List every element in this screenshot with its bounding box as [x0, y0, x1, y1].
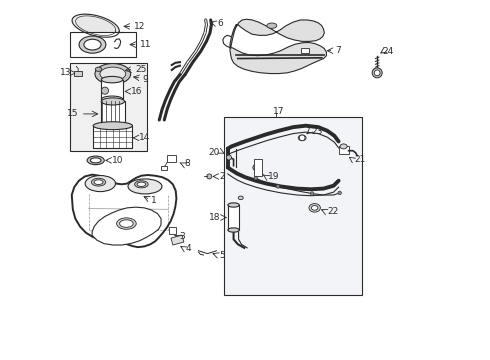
Circle shape	[374, 70, 380, 76]
Text: 13: 13	[59, 68, 71, 77]
Bar	[74, 71, 82, 76]
Ellipse shape	[85, 176, 116, 192]
Circle shape	[226, 155, 231, 160]
Ellipse shape	[340, 144, 347, 149]
Text: 7: 7	[335, 46, 341, 55]
Bar	[171, 235, 184, 245]
Circle shape	[310, 192, 314, 195]
Ellipse shape	[117, 218, 136, 229]
Text: 16: 16	[131, 87, 142, 96]
Ellipse shape	[94, 180, 103, 184]
Circle shape	[299, 135, 305, 141]
Ellipse shape	[79, 36, 106, 53]
Polygon shape	[230, 19, 326, 73]
Ellipse shape	[100, 67, 126, 81]
Text: 3: 3	[179, 232, 185, 241]
Bar	[254, 159, 262, 176]
Ellipse shape	[87, 156, 104, 165]
Text: 5: 5	[219, 251, 225, 260]
Bar	[101, 80, 123, 99]
Ellipse shape	[120, 220, 133, 227]
Bar	[161, 166, 168, 170]
Circle shape	[276, 185, 280, 188]
Ellipse shape	[298, 135, 306, 141]
Bar	[101, 102, 124, 123]
Circle shape	[254, 176, 258, 180]
Text: 11: 11	[140, 40, 151, 49]
Bar	[93, 126, 132, 148]
Bar	[223, 117, 362, 295]
Text: 18: 18	[208, 213, 220, 222]
Text: 1: 1	[151, 196, 157, 205]
Text: 6: 6	[217, 19, 223, 28]
Polygon shape	[92, 207, 161, 245]
Bar	[70, 32, 136, 57]
Ellipse shape	[128, 179, 162, 194]
Ellipse shape	[309, 203, 320, 212]
Ellipse shape	[228, 203, 239, 207]
Text: 12: 12	[134, 22, 146, 31]
Bar	[228, 205, 239, 230]
Text: 10: 10	[112, 156, 123, 165]
Text: 25: 25	[135, 65, 147, 74]
Text: 17: 17	[273, 107, 284, 116]
Circle shape	[253, 165, 259, 170]
Polygon shape	[72, 14, 119, 37]
Ellipse shape	[135, 181, 148, 188]
Ellipse shape	[84, 39, 101, 50]
Ellipse shape	[238, 196, 243, 200]
Text: 4: 4	[186, 244, 192, 253]
Ellipse shape	[90, 158, 101, 163]
Text: 23: 23	[311, 127, 322, 136]
Circle shape	[338, 191, 342, 195]
Text: 9: 9	[143, 75, 148, 84]
Ellipse shape	[93, 122, 132, 130]
Circle shape	[207, 174, 212, 179]
Bar	[339, 147, 348, 154]
Text: 14: 14	[139, 133, 150, 142]
Ellipse shape	[228, 228, 239, 232]
Text: 8: 8	[184, 159, 190, 168]
Ellipse shape	[312, 206, 318, 210]
Text: 19: 19	[268, 172, 279, 181]
Text: 22: 22	[327, 207, 339, 216]
Bar	[70, 63, 147, 152]
Ellipse shape	[101, 76, 123, 83]
Ellipse shape	[267, 23, 277, 28]
Text: 21: 21	[354, 155, 366, 164]
Bar	[167, 155, 176, 162]
Ellipse shape	[95, 64, 131, 84]
Ellipse shape	[137, 182, 146, 186]
Text: 24: 24	[383, 47, 394, 56]
Text: 15: 15	[68, 109, 79, 118]
Bar	[301, 48, 309, 53]
Circle shape	[372, 68, 382, 78]
Ellipse shape	[101, 98, 124, 105]
Bar	[169, 227, 176, 234]
Ellipse shape	[96, 67, 102, 71]
Text: 20: 20	[209, 148, 220, 157]
Circle shape	[101, 87, 109, 94]
Ellipse shape	[101, 96, 123, 103]
Text: 2: 2	[219, 172, 224, 181]
Ellipse shape	[92, 178, 106, 186]
Polygon shape	[72, 175, 176, 247]
